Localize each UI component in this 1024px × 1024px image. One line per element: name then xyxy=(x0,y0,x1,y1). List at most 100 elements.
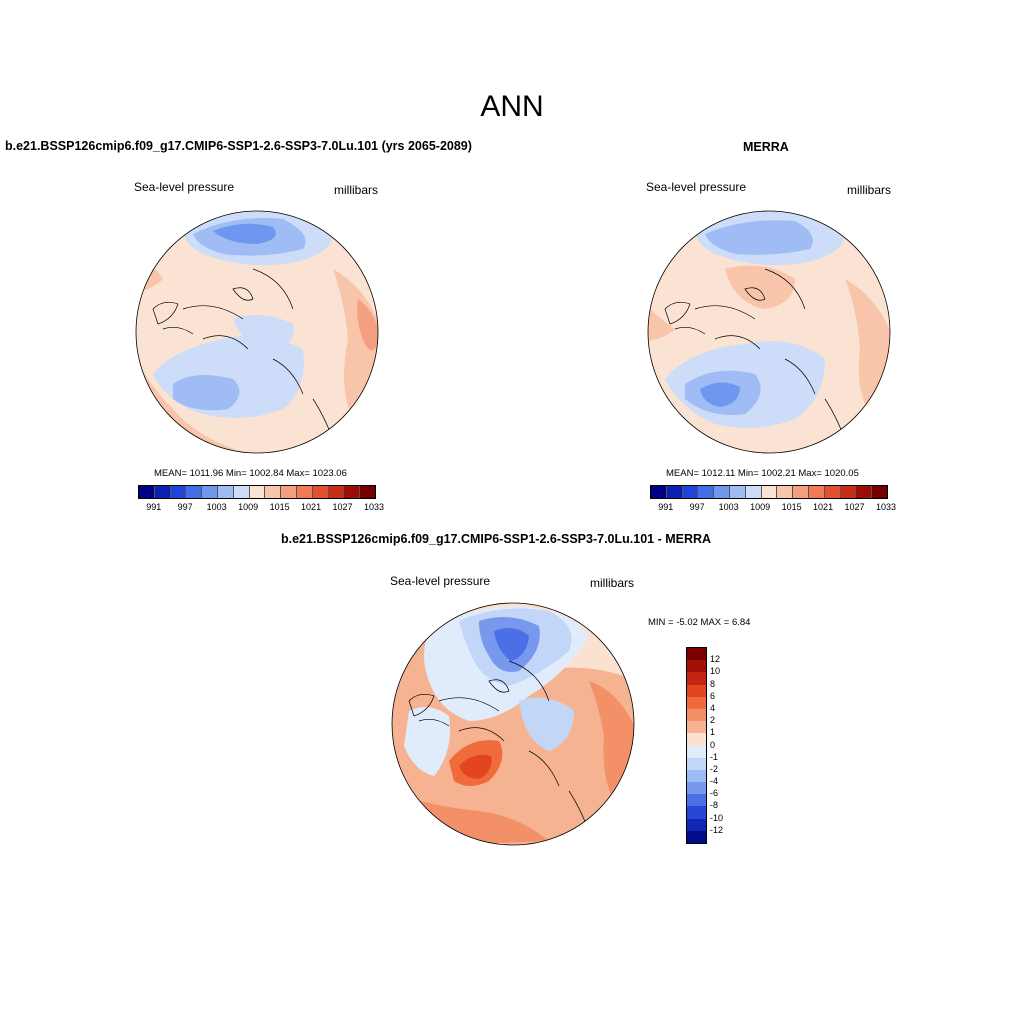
panel-title-model: b.e21.BSSP126cmip6.f09_g17.CMIP6-SSP1-2.… xyxy=(5,139,472,153)
colorbar-tick-label: 1027 xyxy=(332,502,353,512)
colorbar-tick-label: 991 xyxy=(658,502,674,512)
colorbar-tick-label: 0 xyxy=(710,739,716,750)
colorbar-tick-label: 1021 xyxy=(813,502,834,512)
polar-map-model xyxy=(135,210,379,454)
colorbar-swatch xyxy=(281,486,297,498)
colorbar-swatch xyxy=(360,486,375,498)
main-title: ANN xyxy=(480,90,544,123)
colorbar-tick-label: 997 xyxy=(177,502,193,512)
map-diff-islands xyxy=(408,679,510,717)
colorbar-tick-label: -4 xyxy=(710,776,719,787)
panel-obs-units-label: millibars xyxy=(847,183,892,197)
colorbar-tick-label: 1009 xyxy=(750,502,771,512)
colorbar-swatch xyxy=(714,486,730,498)
colorbar-tick-label: 997 xyxy=(689,502,705,512)
colorbar-swatch xyxy=(249,486,266,498)
colorbar-swatch xyxy=(687,806,706,819)
map-model-low-central xyxy=(233,315,294,349)
polar-map-obs xyxy=(647,210,891,454)
colorbar-tick-label: 991 xyxy=(146,502,162,512)
colorbar-swatch xyxy=(186,486,203,498)
colorbar-swatch xyxy=(687,769,706,783)
colorbar-tick-label: 2 xyxy=(710,715,716,726)
colorbar-model xyxy=(138,485,376,499)
map-obs-islands xyxy=(664,287,766,325)
map-obs-low-north-mid xyxy=(705,220,813,255)
colorbar-tick-label: 10 xyxy=(710,666,721,677)
colorbar-swatch xyxy=(666,486,683,498)
panel-obs-stats: MEAN= 1012.11 Min= 1002.21 Max= 1020.05 xyxy=(666,468,859,479)
colorbar-tick-label: 1015 xyxy=(269,502,290,512)
colorbar-tick-label: 1021 xyxy=(301,502,322,512)
colorbar-swatch xyxy=(154,486,171,498)
colorbar-tick-label: -12 xyxy=(710,824,724,835)
colorbar-swatch xyxy=(687,818,706,831)
colorbar-swatch xyxy=(687,660,706,673)
colorbar-tick-label: 12 xyxy=(710,654,721,665)
colorbar-obs xyxy=(650,485,888,499)
panel-model-stats: MEAN= 1011.96 Min= 1002.84 Max= 1023.06 xyxy=(154,468,347,479)
map-model-high-east-core xyxy=(357,299,378,351)
colorbar-swatch xyxy=(687,708,706,722)
panel-title-obs: MERRA xyxy=(743,140,789,154)
colorbar-swatch xyxy=(793,486,809,498)
colorbar-tick-label: -8 xyxy=(710,800,719,811)
map-model-low-north-core xyxy=(213,223,276,244)
colorbar-swatch xyxy=(233,486,250,498)
colorbar-tick-label: 4 xyxy=(710,702,716,713)
colorbar-swatch xyxy=(808,486,825,498)
colorbar-swatch xyxy=(651,486,667,498)
colorbar-swatch xyxy=(312,486,329,498)
colorbar-tick-label: 1015 xyxy=(781,502,802,512)
map-diff-neg-west xyxy=(404,707,450,776)
map-obs-low-south-core xyxy=(700,382,740,407)
colorbar-model-ticks: 991 997 1003 1009 1015 1021 1027 1033 xyxy=(138,502,384,514)
polar-map-diff xyxy=(391,602,635,846)
panel-model-field-label: Sea-level pressure xyxy=(134,180,235,194)
colorbar-swatch xyxy=(687,721,706,734)
map-model-boundary xyxy=(135,210,379,454)
map-diff-coastlines xyxy=(418,660,590,832)
colorbar-tick-label: -10 xyxy=(710,812,724,823)
panel-model-units-label: millibars xyxy=(334,183,379,197)
panel-obs-field-label: Sea-level pressure xyxy=(646,180,747,194)
colorbar-tick-label: -1 xyxy=(710,751,719,762)
colorbar-tick-label: 1003 xyxy=(718,502,739,512)
colorbar-swatch xyxy=(202,486,218,498)
colorbar-swatch xyxy=(687,830,706,843)
colorbar-swatch xyxy=(344,486,361,498)
panel-diff-units-label: millibars xyxy=(590,576,635,590)
colorbar-swatch xyxy=(687,696,706,709)
colorbar-swatch xyxy=(687,757,706,770)
colorbar-swatch xyxy=(139,486,155,498)
map-obs-high-central xyxy=(725,265,795,309)
colorbar-tick-label: 1027 xyxy=(844,502,865,512)
colorbar-tick-label: 1033 xyxy=(363,502,385,512)
colorbar-tick-label: 1033 xyxy=(875,502,897,512)
map-diff-boundary xyxy=(391,602,635,846)
map-obs-boundary xyxy=(647,210,891,454)
colorbar-swatch xyxy=(170,486,187,498)
colorbar-swatch xyxy=(687,672,706,685)
colorbar-swatch xyxy=(687,745,706,758)
colorbar-tick-label: -6 xyxy=(710,788,719,799)
colorbar-swatch xyxy=(824,486,841,498)
colorbar-tick-label: -2 xyxy=(710,763,719,774)
panel-diff-stats: MIN = -5.02 MAX = 6.84 xyxy=(648,617,751,628)
colorbar-swatch xyxy=(687,684,706,697)
colorbar-swatch xyxy=(687,782,706,795)
colorbar-swatch xyxy=(856,486,873,498)
map-diff-neg-east xyxy=(519,697,574,751)
colorbar-swatch xyxy=(745,486,762,498)
colorbar-swatch xyxy=(840,486,857,498)
map-diff-pos-greenland-core xyxy=(459,754,492,779)
colorbar-swatch xyxy=(729,486,746,498)
colorbar-swatch xyxy=(687,648,706,661)
map-model-islands xyxy=(152,287,254,325)
colorbar-swatch xyxy=(217,486,234,498)
colorbar-tick-label: 1 xyxy=(710,727,716,738)
colorbar-tick-label: 6 xyxy=(710,690,716,701)
map-model-low-south-mid xyxy=(173,375,240,411)
panel-title-diff: b.e21.BSSP126cmip6.f09_g17.CMIP6-SSP1-2.… xyxy=(281,532,712,546)
colorbar-tick-label: 8 xyxy=(710,678,716,689)
